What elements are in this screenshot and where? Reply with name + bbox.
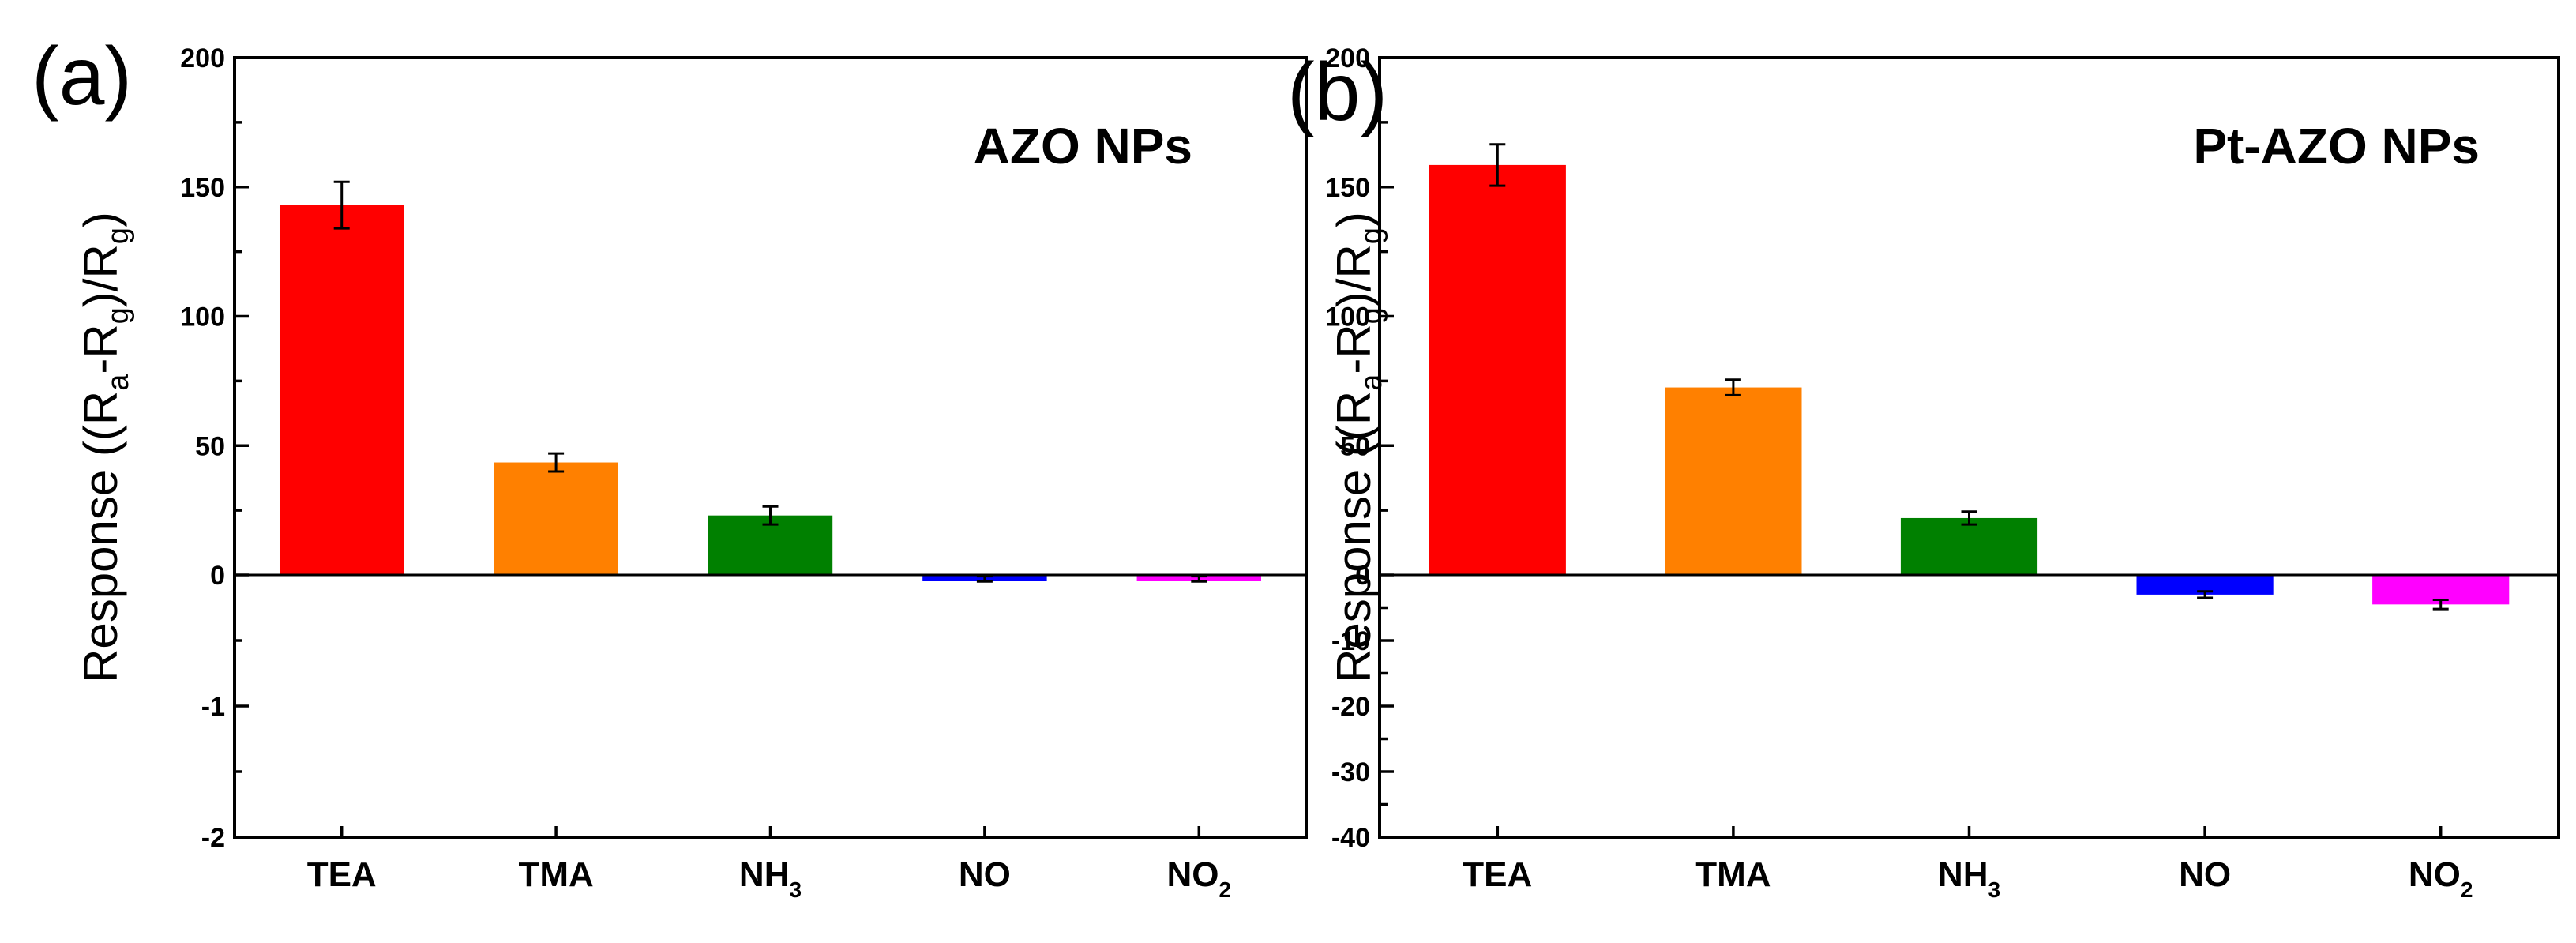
x-tick-label: NO — [959, 855, 1011, 894]
y-tick-label: 200 — [1325, 43, 1370, 73]
y-tick-label: -10 — [1331, 626, 1370, 656]
y-axis-label-subscript: g — [1355, 307, 1388, 324]
y-axis-label-text: ) — [74, 212, 127, 227]
x-tick-label: TMA — [518, 855, 593, 894]
y-axis-label-subscript: a — [1355, 374, 1388, 391]
y-tick-label: 100 — [180, 302, 225, 332]
bar-tma — [494, 462, 618, 575]
y-axis-label-subscript: g — [102, 307, 135, 324]
x-tick-label: NH3 — [739, 855, 802, 902]
y-axis-label-subscript: g — [1355, 227, 1388, 244]
y-axis-label-text: -R — [1327, 324, 1380, 374]
y-tick-label: -1 — [201, 692, 225, 722]
bar-nh3 — [1900, 517, 2038, 575]
y-tick-label: 50 — [1340, 431, 1370, 461]
y-tick-label: -20 — [1331, 692, 1370, 722]
y-tick-label: -2 — [201, 823, 225, 853]
y-tick-label: 50 — [195, 431, 225, 461]
chart-title: AZO NPs — [974, 118, 1192, 175]
x-tick-label-subscript: 3 — [1988, 877, 2000, 902]
x-tick-label-subscript: 2 — [1219, 877, 1232, 902]
y-tick-label: -30 — [1331, 757, 1370, 787]
x-tick-label: NO2 — [1167, 855, 1232, 902]
panel-label: (a) — [32, 31, 132, 122]
chart-title: Pt-AZO NPs — [2193, 118, 2480, 175]
x-tick-label: TMA — [1695, 855, 1771, 894]
x-tick-label: NH3 — [1938, 855, 2000, 902]
x-tick-label-main: TMA — [518, 855, 593, 894]
x-tick-label-main: NO — [2409, 855, 2461, 894]
y-axis-label-text: Response ((R — [74, 391, 127, 683]
y-axis-label-text: -R — [74, 324, 127, 374]
x-tick-label-main: NO — [2179, 855, 2231, 894]
x-tick-label: NO — [2179, 855, 2231, 894]
x-tick-label-main: TMA — [1695, 855, 1771, 894]
x-tick-label-main: NH — [739, 855, 790, 894]
x-tick-label-main: NO — [1167, 855, 1219, 894]
x-tick-label-main: NH — [1938, 855, 1988, 894]
y-tick-label: 100 — [1325, 302, 1370, 332]
y-axis-label-text: Response ((R — [1327, 391, 1380, 683]
x-tick-label-main: TEA — [307, 855, 377, 894]
x-tick-label: TEA — [307, 855, 377, 894]
x-tick-label-main: NO — [959, 855, 1011, 894]
y-tick-label: 0 — [210, 561, 225, 591]
y-tick-label: 150 — [180, 173, 225, 203]
bar-tea — [279, 205, 404, 575]
y-axis-label: Response ((Ra-Rg)/Rg) — [1327, 212, 1388, 683]
y-tick-label: -40 — [1331, 823, 1370, 853]
y-axis-label-text: ) — [1327, 212, 1380, 227]
x-tick-label-subscript: 3 — [789, 877, 802, 902]
y-tick-label: 150 — [1325, 173, 1370, 203]
y-axis-label-subscript: g — [102, 227, 135, 244]
y-tick-label: 0 — [1355, 561, 1370, 591]
x-tick-label: TEA — [1463, 855, 1532, 894]
x-tick-label-main: TEA — [1463, 855, 1532, 894]
panel-label: (b) — [1287, 47, 1388, 138]
y-axis-label-text: )/R — [1327, 244, 1380, 307]
y-axis-label: Response ((Ra-Rg)/Rg) — [74, 212, 135, 683]
bar-tea — [1429, 164, 1566, 576]
x-tick-label-subscript: 2 — [2461, 877, 2473, 902]
bar-tma — [1665, 387, 1802, 575]
y-tick-label: 200 — [180, 43, 225, 73]
y-axis-label-text: )/R — [74, 244, 127, 307]
y-axis-label-subscript: a — [102, 374, 135, 391]
x-tick-label: NO2 — [2409, 855, 2473, 902]
